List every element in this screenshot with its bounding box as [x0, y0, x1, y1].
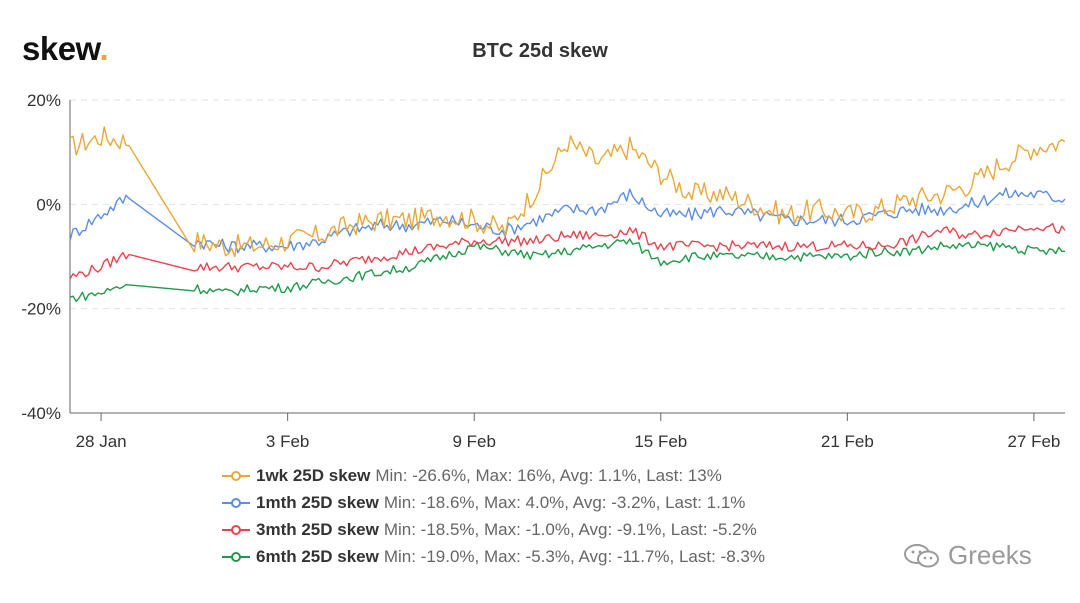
legend-label-1mth: 1mth 25D skew: [256, 492, 379, 512]
legend-label-6mth: 6mth 25D skew: [256, 546, 379, 566]
watermark: Greeks: [902, 540, 1032, 571]
legend-label-1wk: 1wk 25D skew: [256, 465, 371, 485]
series-line-6mth: [69, 238, 1066, 303]
logo-text: skew: [22, 30, 100, 67]
legend-stats-1wk: Min: -26.6%, Max: 16%, Avg: 1.1%, Last: …: [375, 465, 722, 485]
wechat-icon: [904, 543, 939, 567]
y-tick-label: 20%: [27, 91, 61, 110]
x-tick-label: 21 Feb: [821, 432, 874, 451]
legend-stats-1mth: Min: -18.6%, Max: 4.0%, Avg: -3.2%, Last…: [383, 492, 746, 512]
legend-swatch-1mth: [222, 496, 250, 510]
x-tick-label: 27 Feb: [1007, 432, 1060, 451]
y-tick-label: -20%: [21, 300, 61, 319]
watermark-text: Greeks: [948, 540, 1032, 570]
legend-stats-6mth: Min: -19.0%, Max: -5.3%, Avg: -11.7%, La…: [383, 546, 765, 566]
legend-label-3mth: 3mth 25D skew: [256, 519, 379, 539]
y-tick-label: 0%: [36, 195, 61, 214]
x-tick-label: 9 Feb: [452, 432, 495, 451]
series-line-1wk: [69, 126, 1066, 258]
legend-swatch-3mth: [222, 523, 250, 537]
legend-swatch-6mth: [222, 550, 250, 564]
chart-title: BTC 25d skew: [472, 40, 608, 62]
x-tick-label: 28 Jan: [76, 432, 127, 451]
legend-stats-3mth: Min: -18.5%, Max: -1.0%, Avg: -9.1%, Las…: [383, 519, 757, 539]
legend-swatch-1wk: [222, 469, 250, 483]
legend-item-1wk[interactable]: 1wk 25D skew Min: -26.6%, Max: 16%, Avg:…: [222, 462, 765, 489]
series-line-3mth: [69, 222, 1066, 280]
logo-dot: .: [99, 30, 109, 67]
x-tick-label: 3 Feb: [266, 432, 309, 451]
line-chart: 20% 0% -20% -40% 28 Jan 3 Feb 9 Feb 15 Feb 21 Fe…: [21, 91, 1066, 451]
y-tick-label: -40%: [21, 404, 61, 423]
legend-item-6mth[interactable]: 6mth 25D skew Min: -19.0%, Max: -5.3%, A…: [222, 543, 765, 570]
legend-item-1mth[interactable]: 1mth 25D skew Min: -18.6%, Max: 4.0%, Av…: [222, 489, 765, 516]
chart-legend: 1wk 25D skew Min: -26.6%, Max: 16%, Avg:…: [222, 462, 765, 570]
skew-logo: skew.: [22, 30, 109, 68]
legend-item-3mth[interactable]: 3mth 25D skew Min: -18.5%, Max: -1.0%, A…: [222, 516, 765, 543]
x-tick-label: 15 Feb: [634, 432, 687, 451]
